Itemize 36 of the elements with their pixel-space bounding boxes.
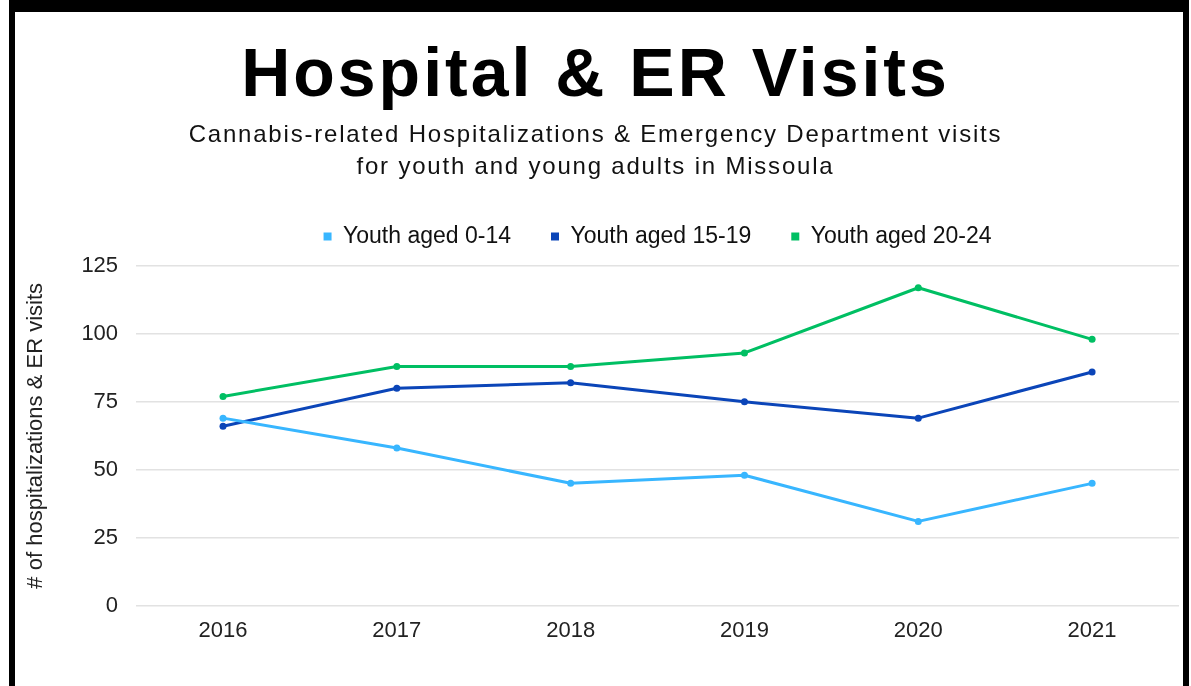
- x-tick-label: 2019: [719, 616, 769, 642]
- x-tick-label: 2016: [198, 616, 248, 642]
- point: [740, 471, 748, 479]
- y-tick-label: 50: [93, 455, 119, 481]
- point: [219, 414, 227, 422]
- point: [219, 392, 227, 400]
- y-tick-label: 25: [93, 523, 119, 549]
- point: [393, 384, 401, 392]
- point: [567, 363, 575, 371]
- legend-label: Youth aged 20-24: [810, 221, 992, 248]
- x-tick-label: 2021: [1067, 616, 1117, 642]
- point: [1088, 368, 1096, 376]
- point: [1088, 335, 1096, 343]
- point: [567, 479, 575, 487]
- point: [567, 379, 575, 387]
- point: [740, 398, 748, 406]
- point: [219, 422, 227, 430]
- y-axis-title: # of hospitalizations & ER visits: [22, 282, 48, 589]
- point: [393, 444, 401, 452]
- point: [914, 284, 922, 292]
- legend-label: Youth aged 15-19: [570, 221, 752, 248]
- legend-label: Youth aged 0-14: [343, 221, 512, 248]
- x-tick-label: 2017: [372, 616, 422, 642]
- y-tick-label: 0: [105, 591, 119, 617]
- chart-subtitle: Cannabis-related Hospitalizations & Emergency Department visits for youth and young adults in Missoula: [187, 119, 1004, 181]
- y-tick-label: 75: [93, 387, 119, 413]
- y-tick-label: 100: [81, 319, 119, 345]
- point: [914, 414, 922, 422]
- point: [1088, 479, 1096, 487]
- x-tick-label: 2018: [546, 616, 596, 642]
- y-tick-label: 125: [81, 252, 119, 278]
- point: [393, 363, 401, 371]
- point: [914, 517, 922, 525]
- chart-title: Hospital & ER Visits: [240, 34, 951, 110]
- point: [740, 349, 748, 357]
- x-tick-label: 2020: [893, 616, 943, 642]
